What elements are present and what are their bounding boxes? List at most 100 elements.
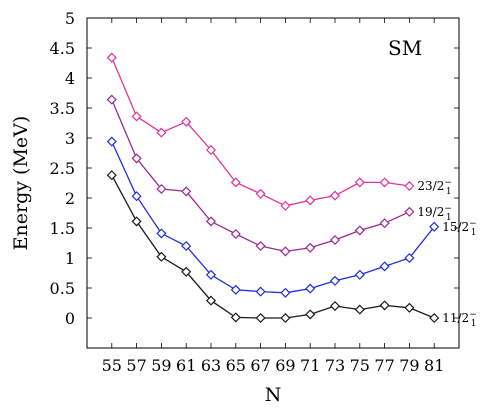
series-1 — [106, 94, 415, 257]
data-point — [205, 269, 217, 280]
series-0 — [106, 52, 415, 211]
data-point — [205, 144, 217, 156]
data-point — [230, 228, 241, 240]
series-line — [111, 174, 435, 319]
data-point — [156, 127, 167, 138]
x-tick-label: 79 — [399, 356, 419, 375]
data-point — [106, 52, 117, 63]
data-point — [404, 302, 415, 313]
data-point — [230, 284, 241, 295]
y-axis-title: Energy (MeV) — [10, 116, 32, 251]
data-point — [230, 312, 241, 323]
data-point — [131, 153, 142, 164]
x-tick-label: 55 — [102, 356, 122, 375]
series-label-text: 19/2− 1 — [417, 204, 452, 223]
data-point — [255, 286, 266, 297]
x-tick-label: 75 — [350, 356, 370, 375]
data-point — [280, 312, 291, 324]
data-point — [280, 287, 291, 298]
x-tick-label: 59 — [151, 356, 171, 375]
series-line — [111, 141, 435, 294]
data-point — [181, 240, 192, 252]
data-point — [329, 190, 341, 201]
x-tick-label: 71 — [300, 356, 320, 375]
data-point — [255, 240, 266, 252]
data-point — [106, 136, 117, 147]
data-point — [404, 206, 415, 217]
y-tick-label: 4.5 — [50, 39, 75, 58]
series-line — [111, 99, 410, 253]
data-point — [354, 304, 365, 315]
series-label: 19/2− 1 — [417, 204, 452, 223]
y-tick-label: 4 — [65, 69, 75, 88]
y-tick-label: 1.5 — [50, 219, 75, 238]
data-point — [280, 246, 291, 257]
x-tick-label: 57 — [126, 356, 146, 375]
data-point — [379, 218, 390, 229]
data-point — [205, 216, 217, 227]
data-point — [354, 177, 365, 188]
y-tick-label: 3 — [65, 129, 75, 148]
data-point — [329, 300, 341, 312]
series-label: 11/2− 1 — [442, 310, 477, 329]
data-point — [131, 111, 142, 122]
data-point — [156, 228, 167, 239]
x-tick-label: 73 — [325, 356, 345, 375]
x-tick-label: 81 — [424, 356, 444, 375]
data-point — [329, 234, 341, 246]
x-tick-label: 77 — [374, 356, 394, 375]
series-layer — [106, 52, 440, 324]
y-tick-label: 2.5 — [50, 159, 75, 178]
data-point — [181, 116, 192, 127]
x-tick-label: 65 — [226, 356, 246, 375]
data-point — [429, 221, 440, 232]
data-point — [404, 180, 415, 192]
x-tick-label: 61 — [176, 356, 196, 375]
data-point — [280, 200, 291, 211]
y-tick-label: 2 — [65, 189, 75, 208]
data-point — [404, 252, 415, 264]
data-point — [379, 300, 390, 311]
x-tick-label: 63 — [201, 356, 221, 375]
data-point — [255, 188, 266, 199]
data-point — [255, 312, 266, 324]
series-3 — [106, 170, 440, 324]
x-tick-label: 67 — [250, 356, 270, 375]
data-point — [156, 183, 167, 195]
data-point — [205, 295, 217, 306]
y-tick-label: 5 — [65, 9, 75, 28]
data-point — [181, 266, 192, 277]
data-point — [131, 191, 142, 202]
series-2 — [106, 136, 440, 298]
x-axis-title: N — [265, 384, 282, 406]
data-point — [429, 312, 440, 324]
sm-annotation: SM — [388, 36, 422, 60]
data-point — [305, 283, 316, 294]
y-tick-label: 0.5 — [50, 279, 75, 298]
data-point — [106, 170, 117, 181]
data-point — [156, 251, 167, 262]
series-label-text: 23/2− 1 — [417, 178, 452, 197]
series-labels: 23/2− 1 19/2− 115/2− 1 11/2− 1 — [417, 178, 476, 329]
data-point — [354, 269, 365, 280]
y-tick-label: 3.5 — [50, 99, 75, 118]
plot-frame — [86, 17, 460, 349]
data-point — [305, 242, 316, 253]
y-tick-label: 1 — [65, 249, 75, 268]
data-point — [181, 186, 192, 197]
series-label-text: 11/2− 1 — [442, 310, 477, 329]
data-point — [131, 216, 142, 227]
data-point — [305, 309, 316, 320]
data-point — [106, 94, 117, 105]
series-label: 23/2− 1 — [417, 178, 452, 197]
data-point — [305, 195, 316, 206]
data-point — [329, 275, 341, 286]
ticks: 55 57 59 61 63 65 67 69 71 73 75 77 79 81 0 0.5 1 1.5 2 2.5… — [50, 9, 459, 375]
x-tick-label: 69 — [275, 356, 295, 375]
data-point — [379, 177, 390, 188]
data-point — [354, 225, 365, 236]
data-point — [230, 177, 241, 188]
y-tick-label: 0 — [65, 309, 75, 328]
series-label-text: 15/2− 1 — [442, 219, 477, 238]
